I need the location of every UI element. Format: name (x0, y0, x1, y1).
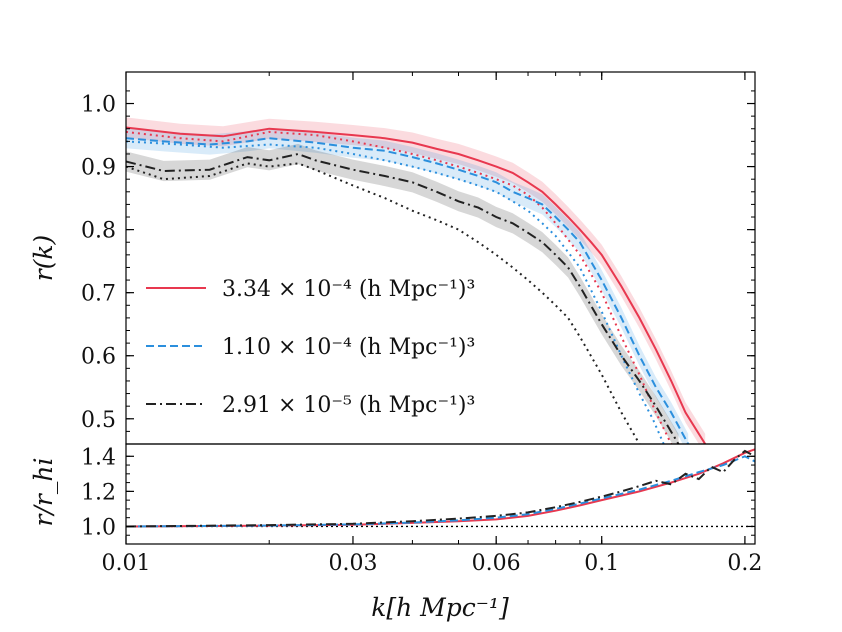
ratio-series-lines (126, 448, 755, 528)
legend-label-0: 3.34 × 10⁻⁴ (h Mpc⁻¹)³ (222, 277, 475, 302)
series-line-0 (126, 126, 707, 444)
legend-label-2: 2.91 × 10⁻⁵ (h Mpc⁻¹)³ (222, 393, 475, 418)
series-line-2 (126, 137, 690, 444)
main-ticks: 0.5 0.6 0.7 0.8 0.9 1.0 (81, 72, 755, 433)
x-tick-label-1: 0.03 (328, 551, 377, 576)
legend-label-1: 1.10 × 10⁻⁴ (h Mpc⁻¹)³ (222, 335, 475, 360)
x-tick-label-4: 0.2 (727, 551, 762, 576)
y-axis-label-ratio: r/r_hi (29, 458, 58, 527)
confidence-band-4 (126, 143, 679, 444)
main-series-lines (126, 126, 707, 444)
ratio-frame (125, 443, 756, 545)
y-tick-label-3: 0.8 (81, 219, 116, 244)
y-tick-label-2: 0.7 (81, 282, 116, 307)
ratio-series-line-0 (126, 448, 755, 528)
confidence-band-2 (126, 128, 689, 444)
x-tick-label-0: 0.01 (102, 551, 151, 576)
series-line-5 (126, 162, 641, 444)
legend: 3.34 × 10⁻⁴ (h Mpc⁻¹)³ 1.10 × 10⁻⁴ (h Mpc… (146, 277, 475, 418)
x-tick-label-2: 0.06 (472, 551, 521, 576)
series-line-1 (126, 130, 673, 444)
y-tick-label-1: 0.6 (81, 345, 116, 370)
y-tick-label-5: 1.0 (81, 93, 116, 118)
x-tick-label-3: 0.1 (584, 551, 619, 576)
ratio-series-line-2 (126, 449, 755, 528)
ratio-ticks: 0.01 0.03 0.06 0.1 0.2 1.0 1.2 1.4 (81, 445, 762, 576)
ratio-y-tick-label-1: 1.2 (81, 480, 116, 505)
ratio-panel: 0.01 0.03 0.06 0.1 0.2 1.0 1.2 1.4 (81, 443, 762, 576)
ratio-y-tick-label-2: 1.4 (81, 445, 116, 470)
main-confidence-bands (126, 117, 706, 444)
main-panel: 0.5 0.6 0.7 0.8 0.9 1.0 (81, 71, 756, 445)
series-line-3 (126, 140, 665, 444)
ratio-series-line-1 (126, 455, 755, 528)
ratio-y-tick-label-0: 1.0 (81, 515, 116, 540)
y-tick-label-4: 0.9 (81, 156, 116, 181)
y-tick-label-0: 0.5 (81, 408, 116, 433)
series-line-4 (126, 152, 680, 444)
x-axis-label: k[h Mpc⁻¹] (371, 593, 509, 622)
y-axis-label-main: r(k) (29, 235, 58, 282)
